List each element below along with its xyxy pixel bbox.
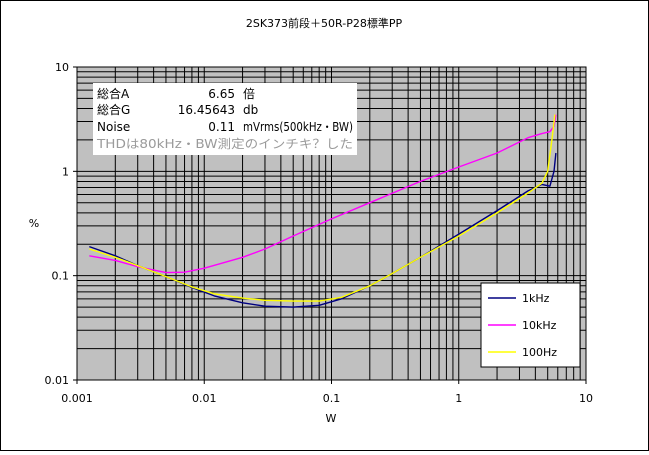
legend-label-100Hz: 100Hz [522,346,557,359]
x-tick-label: 1 [455,392,462,405]
info-value-total-g: 16.45643 [178,103,235,117]
x-tick-label: 0.1 [323,392,341,405]
info-label-noise: Noise [97,120,130,134]
y-axis-label: % [29,217,39,230]
series-line-10kHz [89,114,557,274]
series-line-100Hz [89,114,556,302]
info-unit-noise: mVrms(500kHz・BW) [243,120,353,134]
info-value-noise: 0.11 [208,120,235,134]
chart-title: 2SK373前段＋50R-P28標準PP [246,16,403,30]
x-tick-label: 10 [579,392,593,405]
x-axis-ticks: 0.001 0.01 0.1 1 10 [61,380,593,405]
y-tick-label: 10 [55,61,69,74]
x-tick-label: 0.001 [61,392,93,405]
info-note: THDは80kHz・BW測定のインチキ？した [96,136,353,151]
y-tick-label: 1 [62,165,69,178]
y-tick-label: 0.1 [52,270,70,283]
info-label-total-a: 総合A [97,86,130,101]
info-box-background [93,83,357,155]
info-value-total-a: 6.65 [208,87,235,101]
y-tick-label: 0.01 [45,374,70,387]
info-box: 総合A 6.65 倍 総合G 16.45643 db Noise 0.11 mV… [93,83,357,155]
x-axis-label: W [326,412,337,425]
legend-label-1kHz: 1kHz [522,292,550,305]
legend-label-10kHz: 10kHz [522,319,557,332]
info-unit-total-g: db [243,103,258,117]
legend: 1kHz 10kHz 100Hz [480,282,581,368]
y-axis-ticks: 0.01 0.1 1 10 [45,61,77,387]
series-layer [89,114,557,308]
info-label-total-g: 総合G [97,102,130,117]
x-tick-label: 0.01 [192,392,217,405]
info-unit-total-a: 倍 [243,86,255,101]
